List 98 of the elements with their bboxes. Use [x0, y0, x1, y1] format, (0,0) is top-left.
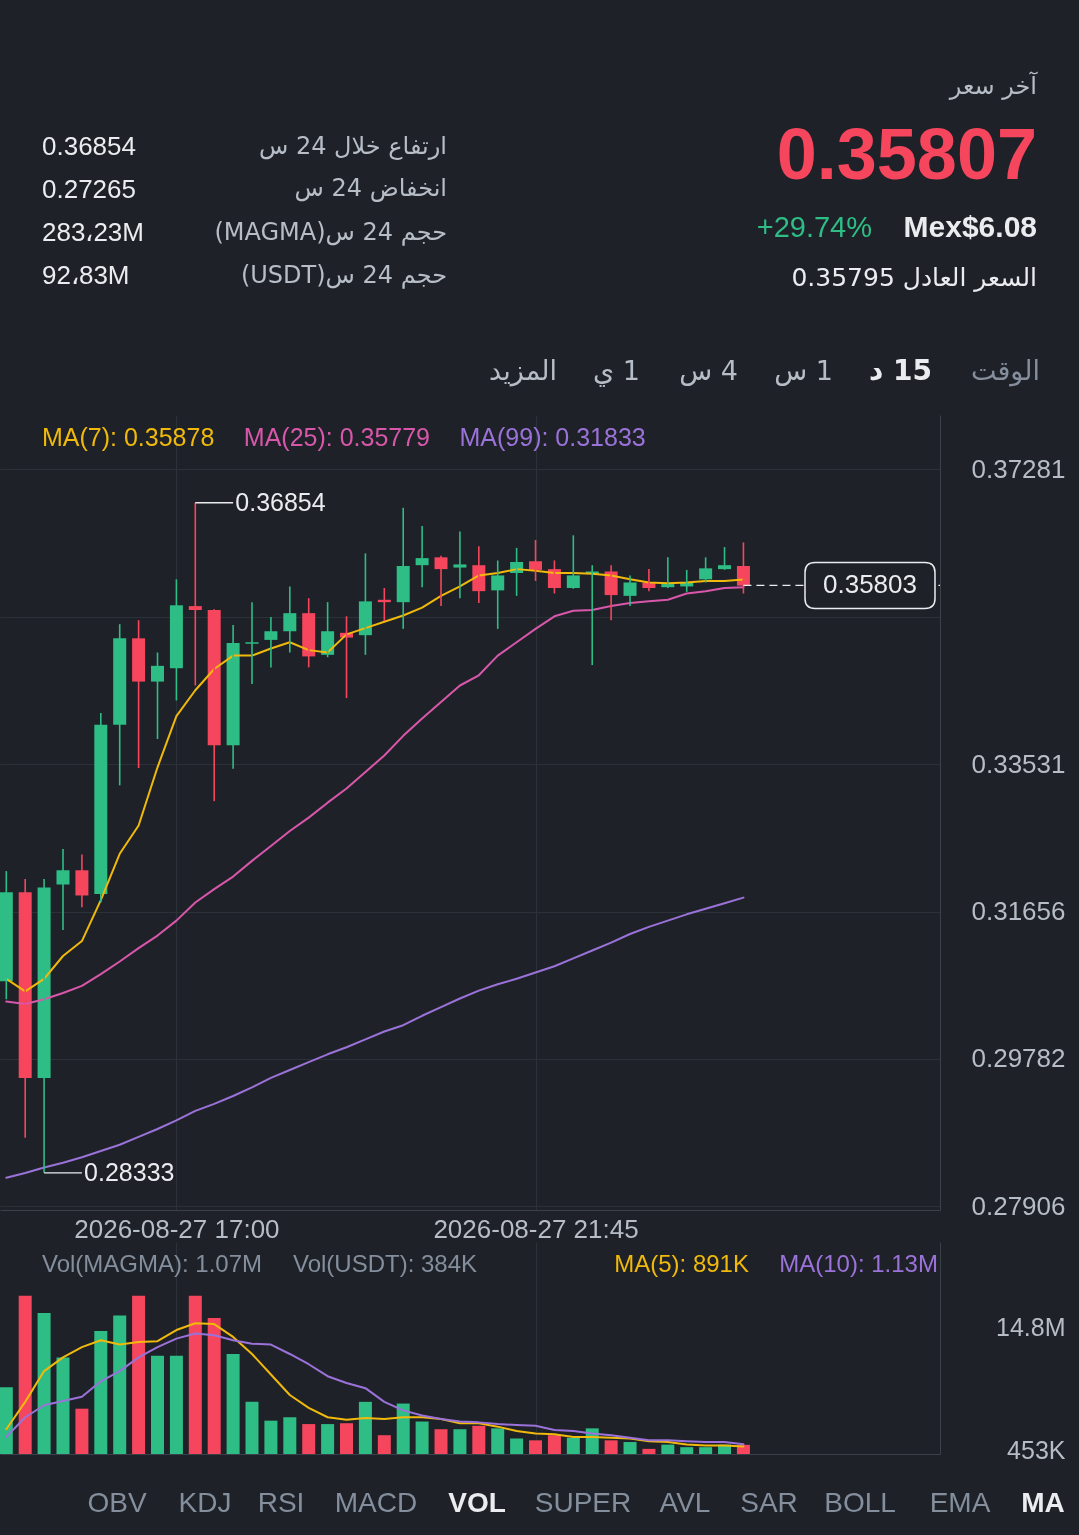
bar [623, 1442, 637, 1454]
bar [18, 1295, 32, 1454]
ref-line-label: 0.35803 [823, 569, 917, 600]
candlestick [151, 651, 165, 740]
bar [264, 1420, 278, 1454]
x-tick-label: 2026-08-27 17:00 [74, 1213, 280, 1244]
candlestick [132, 619, 146, 769]
candlestick [566, 534, 580, 590]
annotation: Vol(MAGMA): 1.07M [42, 1250, 263, 1277]
bar [207, 1318, 221, 1454]
bar [510, 1438, 524, 1454]
annotation: 0.28333 [84, 1157, 175, 1186]
text: حجم 24 س(USDT) [240, 261, 447, 289]
bar [680, 1447, 694, 1454]
text: MA [1021, 1487, 1065, 1518]
candlestick [169, 578, 183, 702]
bar [283, 1417, 297, 1454]
bar [169, 1355, 183, 1454]
text: 283،23M [42, 217, 144, 247]
y-tick-label: 0.31656 [971, 896, 1066, 926]
y-tick-label: 0.27906 [971, 1190, 1066, 1221]
text: 15 د [868, 354, 932, 387]
text: RSI [257, 1487, 305, 1518]
x-tick-label: 2026-08-27 21:45 [433, 1213, 639, 1244]
text: 0.35807 [776, 114, 1037, 194]
bar [302, 1424, 316, 1454]
text: انخفاض 24 س [294, 174, 447, 202]
bar [472, 1425, 486, 1454]
bar [377, 1435, 391, 1454]
text: MA(7): 0.35878 [42, 423, 215, 451]
candlestick [188, 501, 202, 687]
candlestick [453, 530, 467, 600]
bar [56, 1357, 70, 1454]
bar [434, 1429, 448, 1454]
bar [491, 1428, 505, 1454]
line-series [5, 896, 745, 1179]
bar [566, 1437, 580, 1454]
y-tick-label: 0.33531 [971, 748, 1066, 779]
bar [661, 1444, 675, 1454]
text: 4 س [679, 355, 738, 386]
text: EMA [929, 1487, 991, 1518]
bar [37, 1312, 51, 1454]
text: 0.27265 [42, 174, 136, 204]
candlestick [718, 546, 732, 571]
bar [132, 1295, 146, 1454]
text: 92،83M [42, 260, 130, 290]
bar [453, 1429, 467, 1454]
text: MA(99): 0.31833 [459, 423, 646, 451]
text: السعر العادل 0.35795 [791, 263, 1037, 292]
text: OBV [87, 1487, 147, 1518]
bar [94, 1330, 108, 1454]
bar [358, 1401, 372, 1454]
text: ارتفاع خلال 24 س [258, 132, 447, 160]
text: MA(10): 1.13M [779, 1250, 938, 1277]
annotation: 0.36854 [235, 487, 326, 516]
text: BOLL [824, 1487, 896, 1518]
text: MA(5): 891K [614, 1250, 749, 1277]
text: +29.74% [756, 211, 872, 243]
bar [396, 1403, 410, 1454]
bar [151, 1355, 165, 1454]
bar [245, 1401, 259, 1454]
bar [113, 1315, 127, 1454]
text: حجم 24 س(MAGMA) [214, 218, 447, 246]
bar [226, 1353, 240, 1454]
candlestick [245, 601, 259, 685]
bar [699, 1447, 713, 1454]
candlestick [529, 539, 543, 582]
bar [642, 1448, 656, 1454]
text: المزيد [489, 355, 557, 387]
text: SAR [740, 1487, 798, 1518]
text: الوقت [970, 355, 1040, 387]
text: Mex$6.08 [903, 210, 1037, 243]
candlestick [699, 556, 713, 584]
text: KDJ [178, 1487, 232, 1518]
annotation: Vol(USDT): 384K [292, 1250, 478, 1277]
y-tick-label: 453K [1007, 1435, 1066, 1464]
bar [604, 1440, 618, 1454]
bar [321, 1424, 335, 1454]
bar [547, 1435, 561, 1454]
bar [415, 1421, 429, 1454]
text: 1 س [774, 355, 833, 386]
bar [75, 1408, 89, 1454]
bar [340, 1423, 354, 1454]
text: MA(25): 0.35779 [243, 423, 431, 451]
bar [188, 1295, 202, 1454]
bar [529, 1440, 543, 1454]
text: 0.36854 [42, 131, 136, 161]
text: AVL [659, 1487, 711, 1518]
y-tick-label: 14.8M [996, 1312, 1066, 1341]
y-tick-label: 0.37281 [971, 453, 1066, 484]
text: آخر سعر [948, 71, 1039, 100]
y-tick-label: 0.29782 [971, 1043, 1066, 1074]
text: VOL [448, 1487, 506, 1518]
bar [0, 1387, 13, 1454]
text: MACD [334, 1487, 418, 1518]
text: 1 ي [593, 355, 640, 387]
candlestick [0, 870, 13, 1001]
text: SUPER [534, 1487, 632, 1518]
